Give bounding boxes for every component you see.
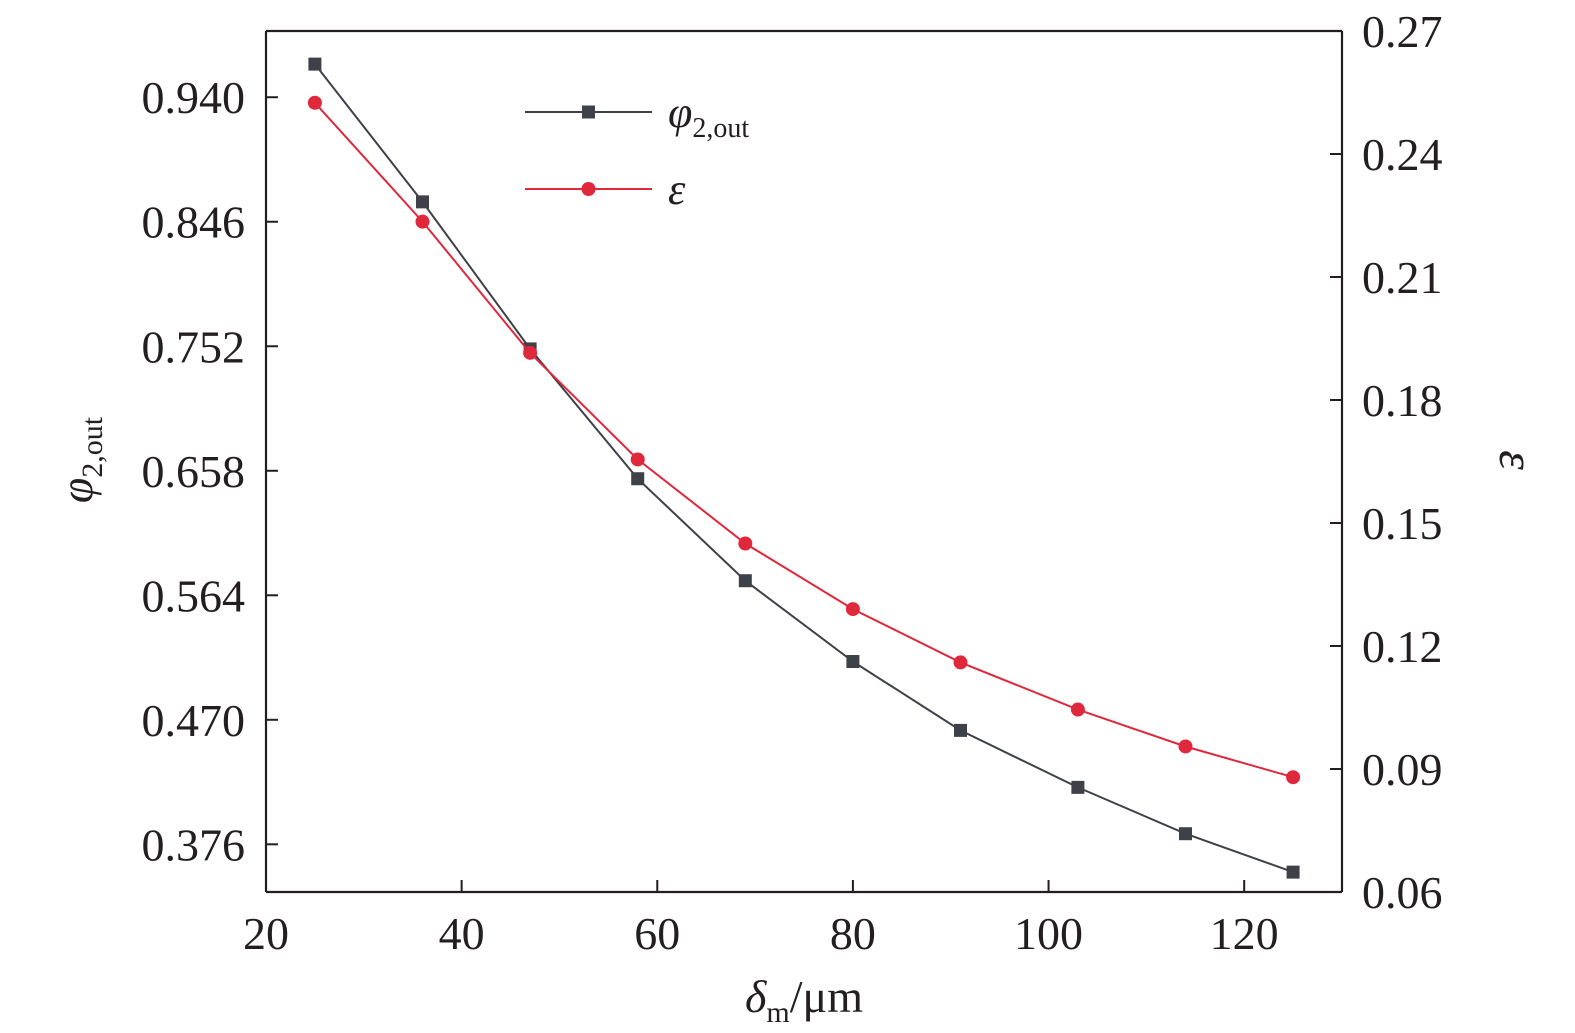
legend-marker bbox=[582, 105, 595, 119]
y-right-tick-label: 0.12 bbox=[1362, 621, 1443, 672]
data-point bbox=[953, 655, 968, 670]
data-point bbox=[307, 95, 322, 110]
x-tick-label: 20 bbox=[243, 908, 289, 959]
y-right-axis-label: ε bbox=[1489, 450, 1545, 470]
legend-item: φ2,out bbox=[525, 88, 749, 144]
y-left-tick-label: 0.564 bbox=[142, 570, 246, 621]
data-point bbox=[523, 345, 538, 360]
y-left-tick-label: 0.658 bbox=[142, 446, 246, 497]
data-point bbox=[1286, 865, 1300, 879]
data-point bbox=[738, 536, 753, 551]
legend: φ2,out ε bbox=[525, 88, 749, 214]
y-right-tick-label: 0.06 bbox=[1362, 867, 1443, 918]
data-point bbox=[1286, 770, 1301, 785]
y-left-tick-label: 0.376 bbox=[142, 819, 246, 870]
data-point bbox=[415, 214, 430, 229]
y-right-tick-label: 0.24 bbox=[1362, 129, 1443, 180]
series-epsilon bbox=[307, 95, 1301, 785]
data-point bbox=[954, 723, 968, 737]
data-point bbox=[631, 472, 645, 486]
data-point bbox=[1178, 739, 1193, 754]
series-phi-2-out bbox=[308, 57, 1300, 879]
series-line bbox=[314, 63, 1294, 874]
data-point bbox=[845, 602, 860, 617]
y-left-tick-label: 0.940 bbox=[142, 72, 246, 123]
y-right-tick-label: 0.15 bbox=[1362, 498, 1443, 549]
axes: 20 40 60 80 100 120 0.376 0.470 0.564 0.658 0.752 0… bbox=[51, 6, 1545, 1029]
data-point bbox=[1071, 780, 1085, 794]
data-point bbox=[630, 452, 645, 467]
y-left-tick-label: 0.752 bbox=[142, 321, 246, 372]
series-layer bbox=[307, 57, 1301, 879]
x-tick-label: 40 bbox=[439, 908, 485, 959]
legend-label: φ2,out bbox=[668, 88, 749, 144]
legend-marker bbox=[581, 182, 596, 196]
data-point bbox=[846, 655, 860, 669]
x-tick-label: 100 bbox=[1014, 908, 1083, 959]
y-left-axis-label: φ2,out bbox=[51, 416, 109, 503]
data-point bbox=[308, 57, 322, 71]
data-point bbox=[738, 574, 752, 588]
y-left-tick-label: 0.470 bbox=[142, 695, 246, 746]
legend-item: ε bbox=[525, 165, 686, 214]
y-right-tick-label: 0.21 bbox=[1362, 252, 1443, 303]
x-tick-label: 80 bbox=[830, 908, 876, 959]
y-right-tick-label: 0.27 bbox=[1362, 6, 1443, 57]
data-point bbox=[416, 195, 430, 209]
legend-label: ε bbox=[668, 165, 686, 214]
series-line bbox=[314, 102, 1294, 779]
data-point bbox=[1070, 702, 1085, 717]
data-point bbox=[1178, 827, 1192, 841]
x-tick-label: 120 bbox=[1210, 908, 1279, 959]
y-left-tick-label: 0.846 bbox=[142, 197, 246, 248]
y-right-tick-label: 0.09 bbox=[1362, 744, 1443, 795]
y-right-tick-label: 0.18 bbox=[1362, 375, 1443, 426]
x-axis-label: δm/μm bbox=[745, 971, 863, 1029]
x-tick-label: 60 bbox=[634, 908, 680, 959]
